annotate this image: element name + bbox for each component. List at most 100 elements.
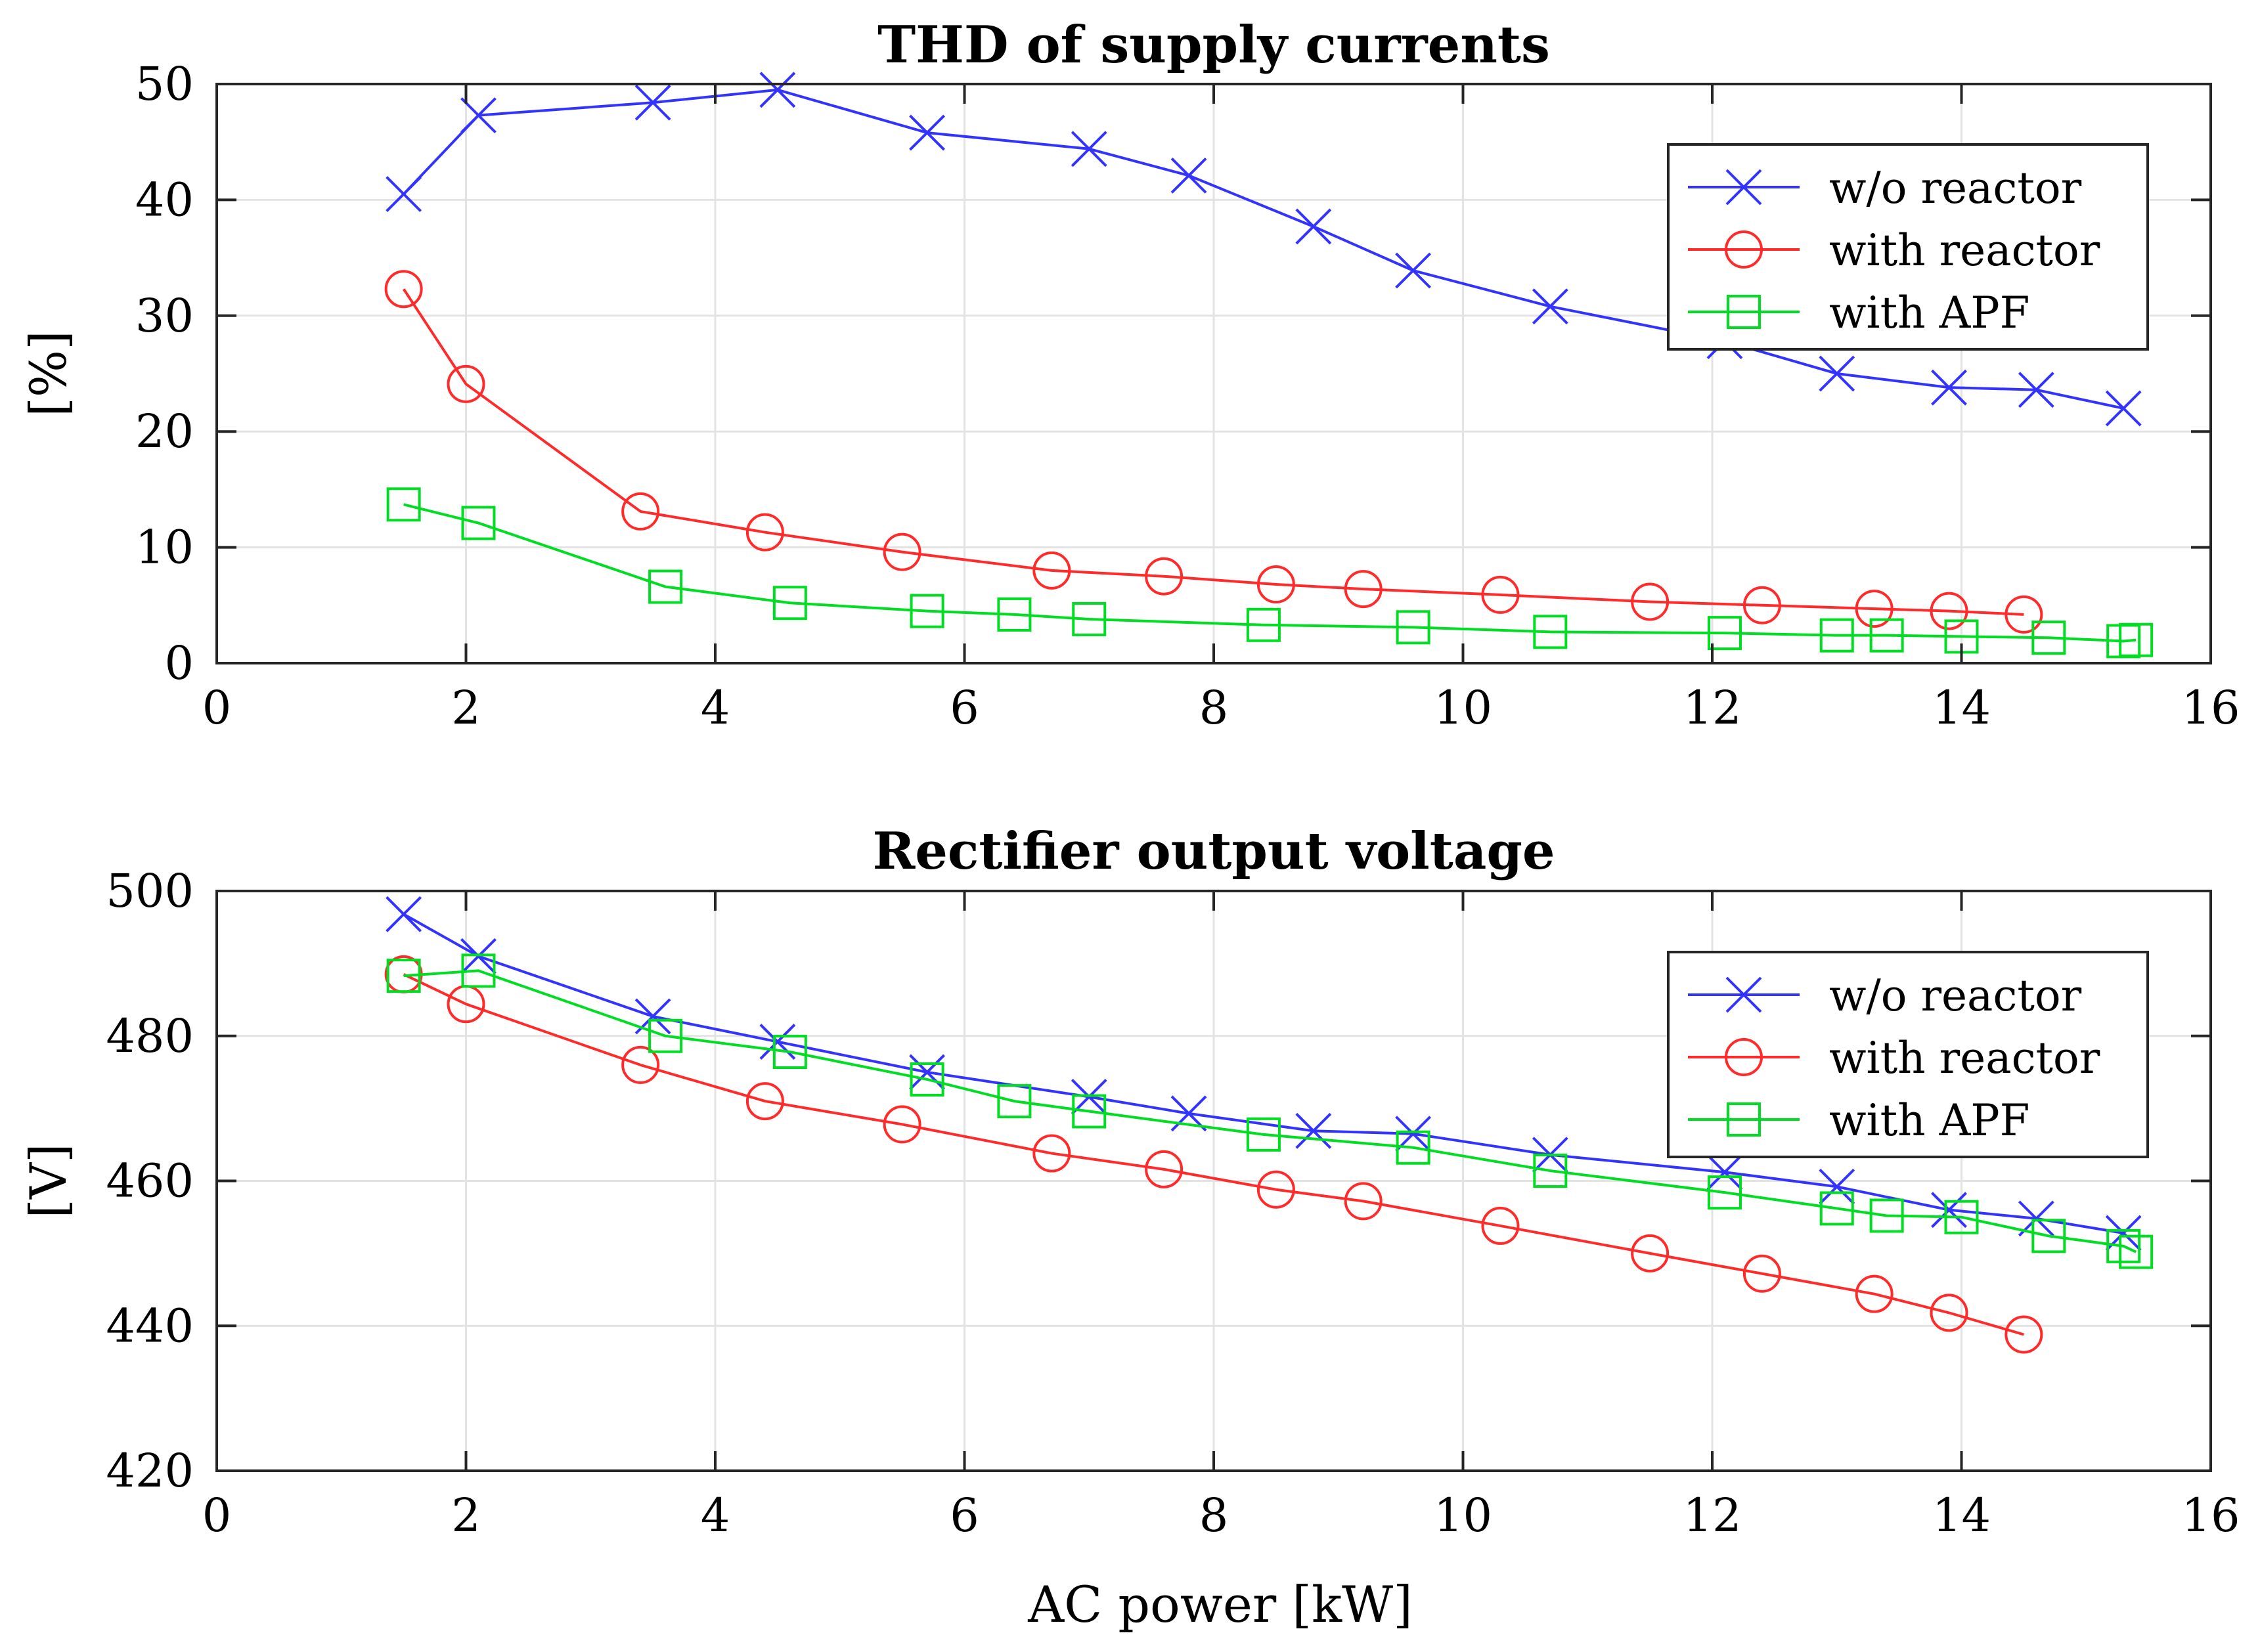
data-point-with-apf [1072, 601, 1107, 636]
data-point-with-apf [386, 959, 421, 993]
legend-label: w/o reactor [1829, 163, 2082, 213]
series-with-reactor [384, 955, 2043, 1354]
legend-item-with-apf: with APF [1688, 1095, 2029, 1146]
x-tick-label: 12 [1683, 1489, 1741, 1542]
data-point-w-o-reactor [1819, 1168, 1855, 1205]
legend-item-with-apf: with APF [1688, 288, 2029, 338]
x-tick-label: 14 [1932, 1489, 1991, 1542]
chart-thd-supply-currents: 0 2 4 6 8 10 12 14 16 0 10 20 30 40 50 THD of supply cu… [19, 15, 2240, 735]
data-point-with-reactor [621, 492, 660, 531]
data-point-with-apf [1944, 1200, 1979, 1234]
data-point-with-apf [997, 1084, 1032, 1119]
x-tick-label: 6 [950, 1489, 979, 1542]
legend-label: with APF [1829, 288, 2029, 338]
data-point-with-reactor [1930, 1293, 1968, 1332]
data-point-w-o-reactor [1931, 1192, 1967, 1228]
x-tick-label: 4 [701, 1489, 730, 1542]
y-tick-label: 40 [135, 173, 194, 227]
x-tick-label: 8 [1199, 1489, 1229, 1542]
data-point-with-reactor [1855, 590, 1894, 628]
data-point-with-reactor [2005, 1315, 2043, 1354]
x-tick-label: 0 [202, 681, 232, 735]
x-tick-label: 0 [202, 1489, 232, 1542]
data-point-with-reactor [1631, 1234, 1670, 1272]
data-point-with-apf [997, 597, 1032, 632]
x-tick-label: 16 [2181, 1489, 2240, 1542]
legend-marker-with-reactor [1725, 1038, 1763, 1076]
data-point-with-reactor [447, 364, 485, 403]
data-point-with-apf [2119, 1234, 2154, 1269]
x-tick-label: 12 [1683, 681, 1741, 735]
data-point-w-o-reactor [1532, 288, 1568, 325]
data-point-with-apf [1246, 607, 1281, 642]
data-point-with-apf [386, 487, 421, 522]
legend-marker-w-o-reactor [1725, 169, 1762, 206]
data-point-with-reactor [1930, 592, 1968, 630]
data-point-with-reactor [1344, 1182, 1383, 1221]
data-point-w-o-reactor [759, 1024, 796, 1060]
legend: w/o reactor with reactor with APF [1667, 143, 2149, 351]
data-point-w-o-reactor [1395, 1116, 1432, 1152]
data-point-with-reactor [1256, 565, 1295, 604]
y-tick-label: 10 [135, 521, 194, 575]
data-point-with-reactor [1256, 1170, 1295, 1209]
data-point-with-reactor [883, 1105, 921, 1144]
series-line-with-reactor [403, 973, 2024, 1336]
data-point-with-apf [2106, 1228, 2141, 1263]
data-point-with-apf [1707, 616, 1742, 651]
data-point-w-o-reactor [460, 97, 497, 134]
chart-title: THD of supply currents [877, 15, 1550, 75]
y-tick-label: 30 [135, 289, 194, 343]
data-point-with-apf [461, 953, 496, 988]
series-line-with-apf [403, 969, 2137, 1253]
data-point-with-apf [1533, 1154, 1568, 1188]
data-point-with-reactor [745, 1082, 784, 1121]
data-point-with-apf [648, 1018, 683, 1053]
data-point-with-reactor [1631, 582, 1670, 621]
x-tick-label: 6 [950, 681, 979, 735]
y-tick-label: 480 [106, 1009, 194, 1063]
data-point-w-o-reactor [1706, 1154, 1743, 1190]
data-point-w-o-reactor [2018, 372, 2054, 408]
data-point-w-o-reactor [2105, 390, 2142, 427]
data-point-with-apf [1396, 610, 1430, 645]
data-point-w-o-reactor [1931, 369, 1967, 406]
y-tick-label: 20 [135, 404, 194, 458]
data-point-w-o-reactor [1170, 157, 1207, 194]
data-point-with-apf [1869, 1198, 1904, 1233]
data-point-w-o-reactor [386, 176, 422, 212]
legend: w/o reactor with reactor with APF [1667, 951, 2149, 1158]
data-point-with-apf [1707, 1175, 1742, 1210]
x-tick-label: 8 [1199, 681, 1229, 735]
chart-title: Rectifier output voltage [872, 821, 1555, 881]
data-point-with-apf [1396, 1130, 1430, 1165]
data-point-w-o-reactor [1395, 252, 1432, 289]
legend-marker-with-reactor [1725, 230, 1763, 269]
data-point-w-o-reactor [634, 84, 671, 121]
legend-item-w-o-reactor: w/o reactor [1688, 163, 2082, 213]
data-point-with-apf [1819, 618, 1854, 653]
legend-box [1667, 143, 2149, 351]
data-point-with-reactor [1481, 1206, 1520, 1245]
y-tick-label: 420 [106, 1444, 194, 1498]
legend-label: w/o reactor [1829, 970, 2082, 1021]
data-point-with-apf [910, 1062, 944, 1097]
data-point-w-o-reactor [909, 114, 945, 151]
data-point-with-reactor [1742, 1254, 1781, 1293]
data-point-with-reactor [1855, 1274, 1894, 1313]
legend-item-w-o-reactor: w/o reactor [1688, 970, 2082, 1021]
data-point-with-reactor [1032, 551, 1071, 590]
data-point-with-reactor [1145, 557, 1184, 596]
x-axis-label: AC power [kW] [1027, 1575, 1413, 1634]
legend-box [1667, 951, 2149, 1158]
x-tick-label: 4 [701, 681, 730, 735]
data-point-w-o-reactor [1071, 131, 1107, 167]
data-point-with-apf [772, 586, 807, 620]
series-line-with-apf [403, 503, 2137, 643]
x-tick-label: 2 [451, 1489, 481, 1542]
legend-item-with-reactor: with reactor [1688, 1033, 2100, 1083]
series-with-reactor [384, 270, 2043, 634]
y-tick-label: 440 [106, 1299, 194, 1353]
data-point-with-apf [1869, 618, 1904, 653]
series-with-apf [386, 487, 2154, 659]
